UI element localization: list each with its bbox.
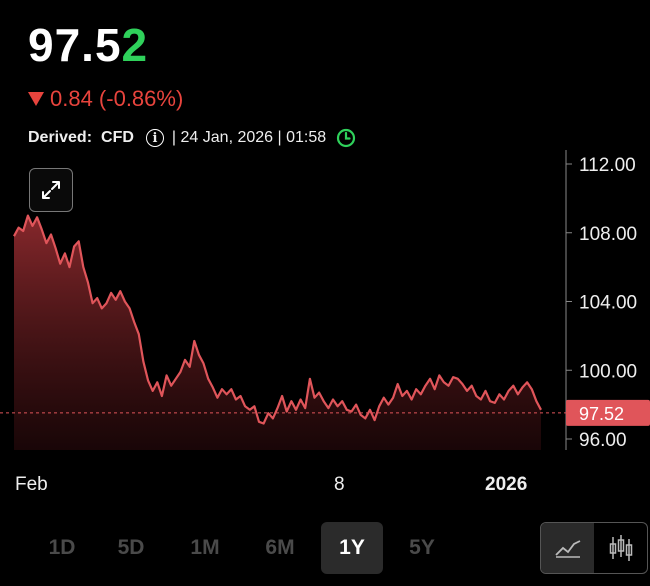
expand-chart-button[interactable] bbox=[29, 168, 73, 212]
derived-label: Derived: bbox=[28, 129, 93, 146]
price-display: 97.52 bbox=[28, 18, 148, 71]
info-icon[interactable]: i bbox=[145, 129, 164, 147]
derived-value: CFD bbox=[101, 129, 134, 146]
current-price: 97.5 bbox=[28, 19, 122, 71]
price-area bbox=[14, 215, 541, 450]
y-tick-label: 112.00 bbox=[579, 155, 636, 176]
down-arrow-icon bbox=[28, 92, 44, 106]
range-1d-button[interactable]: 1D bbox=[48, 536, 76, 559]
price-chart[interactable]: 112.00 108.00 104.00 100.00 96.00 97.52 bbox=[0, 150, 650, 460]
current-price-tag-label: 97.52 bbox=[579, 404, 624, 424]
x-tick-label: 2026 bbox=[485, 474, 528, 495]
line-chart-button[interactable] bbox=[541, 523, 594, 573]
y-tick-label: 96.00 bbox=[579, 430, 627, 451]
x-tick-label: 8 bbox=[334, 474, 345, 495]
range-5y-button[interactable]: 5Y bbox=[409, 536, 435, 559]
range-toolbar: 1D 5D 1M 6M 1Y 5Y bbox=[0, 522, 650, 578]
x-tick-label: Feb bbox=[15, 474, 48, 495]
quote-timestamp: | 24 Jan, 2026 | 01:58 bbox=[171, 129, 327, 146]
price-change-value: 0.84 (-0.86%) bbox=[50, 86, 184, 111]
quote-meta: Derived: CFD i | 24 Jan, 2026 | 01:58 bbox=[28, 128, 356, 148]
line-chart-icon bbox=[554, 540, 580, 558]
range-5d-button[interactable]: 5D bbox=[117, 536, 145, 559]
y-tick-label: 100.00 bbox=[579, 361, 637, 382]
range-6m-button[interactable]: 6M bbox=[265, 536, 295, 559]
price-line bbox=[13, 214, 542, 425]
y-tick-label: 104.00 bbox=[579, 293, 637, 314]
candlestick-icon bbox=[609, 535, 632, 561]
expand-icon bbox=[42, 181, 60, 199]
current-price-last-digit: 2 bbox=[121, 19, 148, 71]
y-tick-label: 108.00 bbox=[579, 224, 637, 245]
candlestick-chart-button[interactable] bbox=[594, 523, 647, 573]
range-1y-button[interactable]: 1Y bbox=[321, 522, 383, 574]
price-change: 0.84 (-0.86%) bbox=[28, 86, 183, 112]
chart-type-toggle bbox=[540, 522, 648, 574]
clock-icon bbox=[337, 128, 356, 148]
current-price-tag: 97.52 bbox=[566, 399, 650, 426]
range-1m-button[interactable]: 1M bbox=[190, 536, 220, 559]
